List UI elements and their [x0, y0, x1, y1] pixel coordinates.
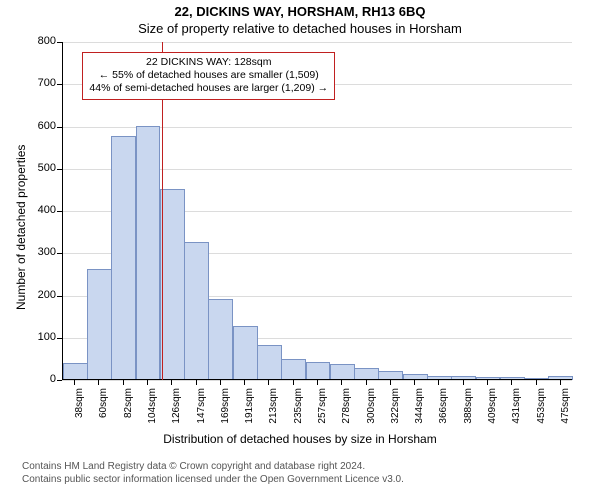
histogram-bar: [281, 359, 306, 380]
x-tick-label: 235sqm: [293, 388, 304, 438]
histogram-bar: [184, 242, 209, 380]
footer-line2: Contains public sector information licen…: [22, 473, 404, 486]
subtitle: Size of property relative to detached ho…: [0, 21, 600, 36]
x-tickmark: [390, 380, 391, 385]
address-title: 22, DICKINS WAY, HORSHAM, RH13 6BQ: [0, 4, 600, 19]
x-tickmark: [317, 380, 318, 385]
histogram-bar: [160, 189, 185, 380]
annotation-line2: ← 55% of detached houses are smaller (1,…: [89, 69, 328, 82]
x-tickmark: [74, 380, 75, 385]
x-tick-label: 475sqm: [560, 388, 571, 438]
annotation-line3: 44% of semi-detached houses are larger (…: [89, 82, 328, 95]
histogram-bar: [257, 345, 282, 380]
x-tick-label: 278sqm: [341, 388, 352, 438]
y-tick-label: 0: [26, 373, 56, 385]
histogram-bar: [306, 362, 331, 380]
y-tickmark: [57, 380, 62, 381]
x-tick-label: 344sqm: [414, 388, 425, 438]
histogram-bar: [233, 326, 258, 380]
annotation-box: 22 DICKINS WAY: 128sqm← 55% of detached …: [82, 52, 335, 99]
histogram-bar: [330, 364, 355, 380]
x-tickmark: [341, 380, 342, 385]
x-tickmark: [366, 380, 367, 385]
x-tick-label: 300sqm: [366, 388, 377, 438]
x-tick-label: 453sqm: [536, 388, 547, 438]
x-tick-label: 388sqm: [463, 388, 474, 438]
y-tick-label: 500: [26, 162, 56, 174]
x-tick-label: 322sqm: [390, 388, 401, 438]
footer-attribution: Contains HM Land Registry data © Crown c…: [22, 460, 404, 486]
x-tick-label: 431sqm: [511, 388, 522, 438]
x-tick-label: 191sqm: [244, 388, 255, 438]
x-tickmark: [220, 380, 221, 385]
x-tick-label: 169sqm: [220, 388, 231, 438]
x-tickmark: [293, 380, 294, 385]
y-tick-label: 100: [26, 331, 56, 343]
x-tick-label: 366sqm: [438, 388, 449, 438]
x-tickmark: [123, 380, 124, 385]
x-tickmark: [98, 380, 99, 385]
x-axis-label: Distribution of detached houses by size …: [0, 432, 600, 446]
y-tick-label: 800: [26, 35, 56, 47]
x-tick-label: 82sqm: [123, 388, 134, 438]
x-tick-label: 38sqm: [74, 388, 85, 438]
y-tick-label: 600: [26, 120, 56, 132]
plot-area: 010020030040050060070080038sqm60sqm82sqm…: [62, 42, 572, 380]
y-tick-label: 700: [26, 77, 56, 89]
chart-container: 22, DICKINS WAY, HORSHAM, RH13 6BQ Size …: [0, 0, 600, 500]
x-tickmark: [244, 380, 245, 385]
gridline: [62, 42, 572, 43]
x-tickmark: [438, 380, 439, 385]
x-tickmark: [487, 380, 488, 385]
x-tickmark: [196, 380, 197, 385]
histogram-bar: [63, 363, 88, 380]
x-tick-label: 213sqm: [268, 388, 279, 438]
y-tick-label: 200: [26, 289, 56, 301]
histogram-bar: [87, 269, 112, 380]
x-tick-label: 147sqm: [196, 388, 207, 438]
x-tickmark: [511, 380, 512, 385]
x-axis-line: [62, 379, 572, 380]
histogram-bar: [136, 126, 161, 381]
y-axis-line: [62, 42, 63, 380]
y-tick-label: 300: [26, 246, 56, 258]
x-tickmark: [268, 380, 269, 385]
annotation-line1: 22 DICKINS WAY: 128sqm: [89, 56, 328, 69]
x-tickmark: [463, 380, 464, 385]
x-tick-label: 60sqm: [98, 388, 109, 438]
x-tickmark: [536, 380, 537, 385]
histogram-bar: [208, 299, 233, 380]
x-tickmark: [414, 380, 415, 385]
x-tick-label: 409sqm: [487, 388, 498, 438]
footer-line1: Contains HM Land Registry data © Crown c…: [22, 460, 404, 473]
x-tickmark: [147, 380, 148, 385]
x-tick-label: 257sqm: [317, 388, 328, 438]
x-tickmark: [171, 380, 172, 385]
x-tickmark: [560, 380, 561, 385]
histogram-bar: [111, 136, 136, 380]
x-tick-label: 104sqm: [147, 388, 158, 438]
y-tick-label: 400: [26, 204, 56, 216]
x-tick-label: 126sqm: [171, 388, 182, 438]
